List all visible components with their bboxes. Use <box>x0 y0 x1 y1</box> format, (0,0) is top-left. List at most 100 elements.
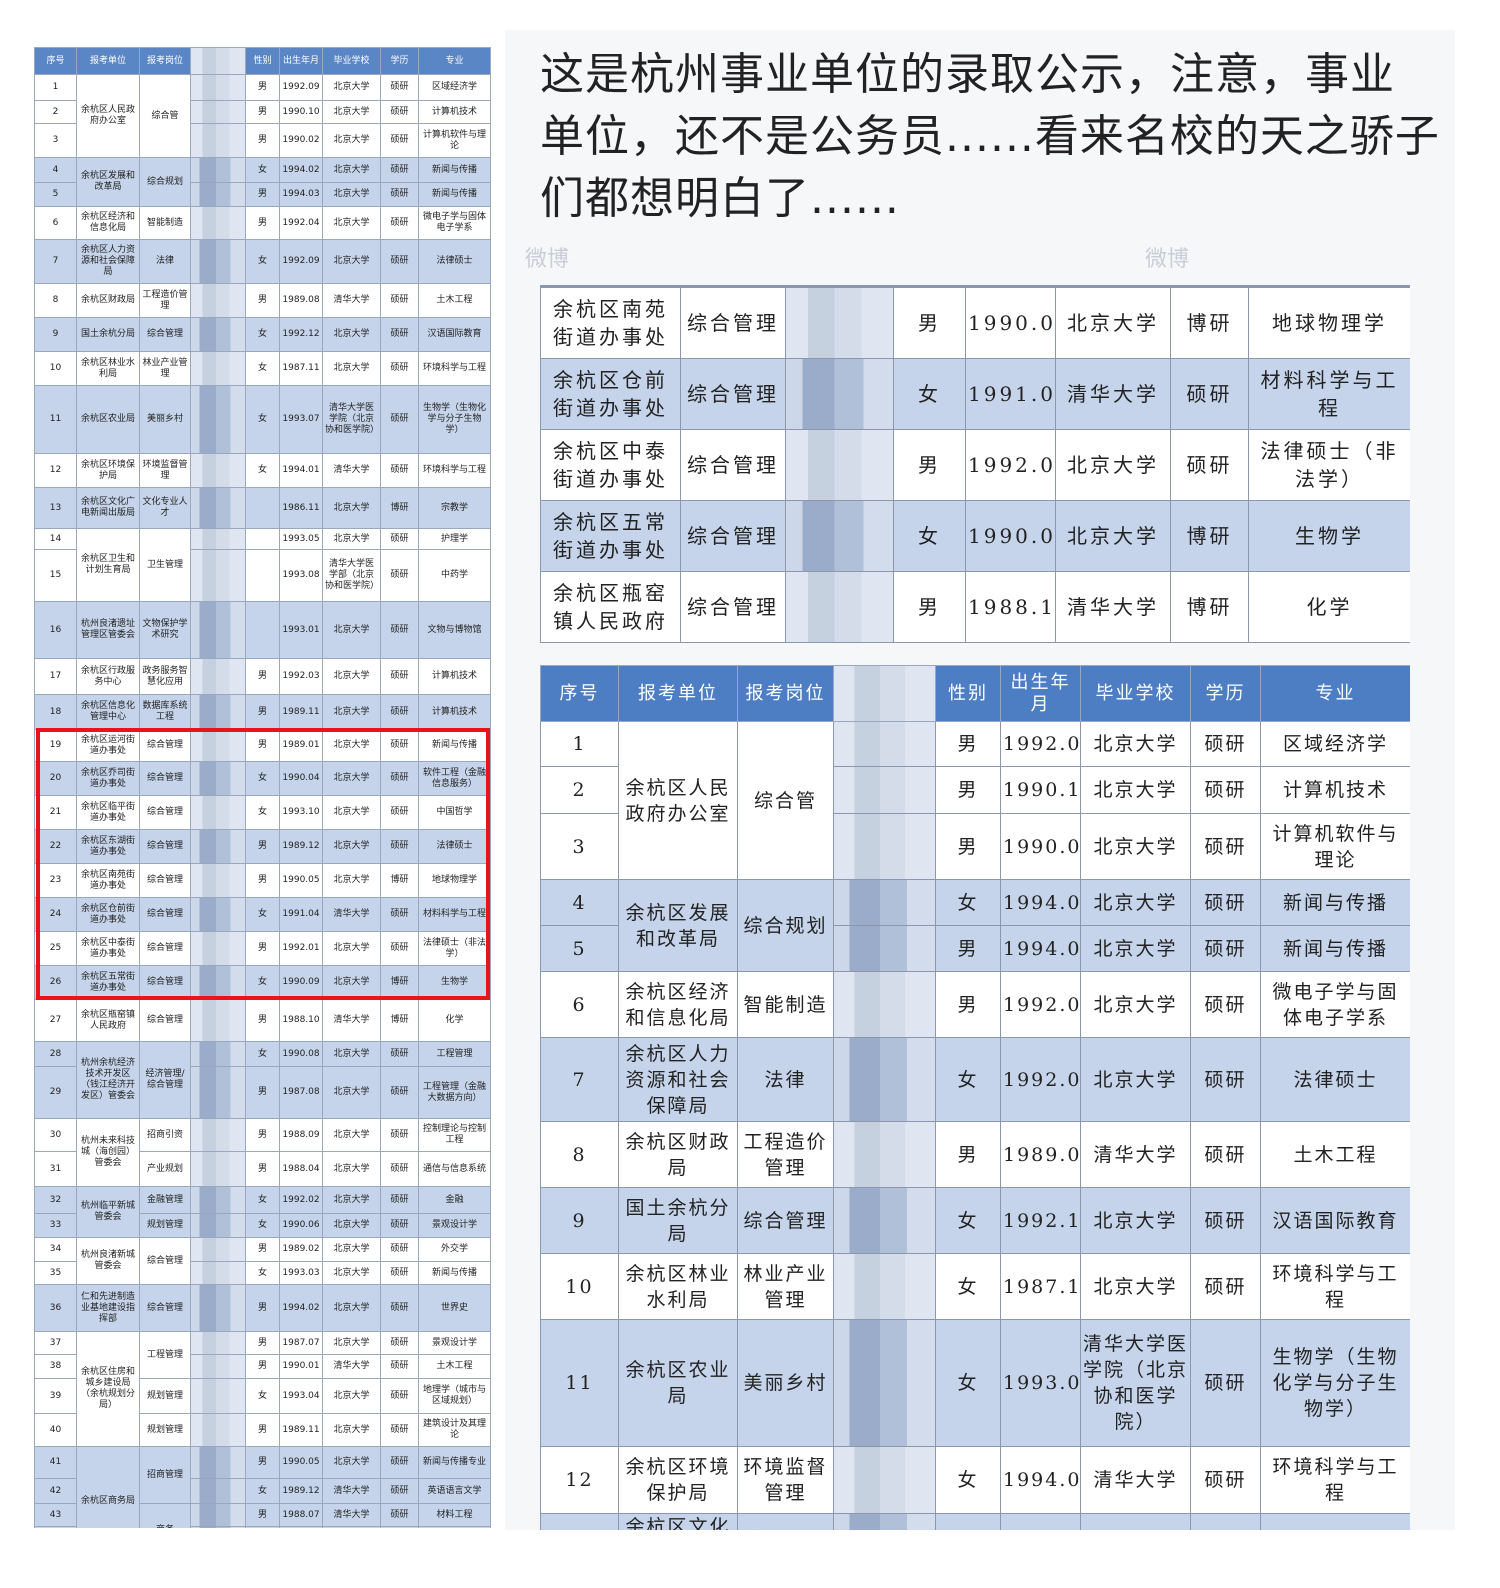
degree-cell: 硕研 <box>380 74 419 101</box>
table-row: 26 余杭区五常街道办事处 综合管理 女 1990.09 北京大学 博研 生物学 <box>34 965 490 1000</box>
post-cell: 综合管理 <box>139 863 191 898</box>
row-number: 37 <box>34 1331 77 1355</box>
table-row: 34 杭州良渚新城管委会 综合管理 男 1989.02 北京大学 硕研 外交学 <box>34 1237 490 1285</box>
school-cell: 北京大学 <box>322 123 381 158</box>
header-school: 毕业学校 <box>322 47 381 75</box>
unit-cell: 余杭区林业水利局 <box>76 351 140 386</box>
birth-cell <box>279 1526 323 1528</box>
degree-cell: 硕研 <box>1190 1446 1261 1514</box>
gender-cell: 女 <box>245 795 280 830</box>
row-number: 11 <box>34 385 77 454</box>
post-cell: 综合管理 <box>139 999 191 1042</box>
name-blurred <box>190 1261 246 1285</box>
birth-cell: 1993.07 <box>279 385 323 454</box>
name-blurred <box>190 317 246 352</box>
post-cell: 规划管理 <box>139 1213 191 1238</box>
school-cell: 北京大学 <box>322 157 381 183</box>
row-number: 7 <box>540 1037 619 1122</box>
post-cell: 卫生管理 <box>139 528 191 602</box>
gender-cell: 女 <box>935 1446 1001 1514</box>
school-cell: 清华大学 <box>322 453 381 488</box>
row-number: 3 <box>540 813 619 880</box>
row-number: 8 <box>34 283 77 318</box>
school-cell: 清华大学医学部（北京协和医学院） <box>322 549 381 602</box>
row-number: 2 <box>34 100 77 124</box>
name-blurred <box>190 897 246 932</box>
table-row: 41 余杭区商务局 招商管理男 1990.05 北京大学 硕研 新闻与传播专业 <box>34 1446 490 1528</box>
post-caption: 这是杭州事业单位的录取公示，注意，事业 单位，还不是公务员......看来名校的… <box>540 44 1440 230</box>
major-cell: 生物学 <box>1248 500 1410 572</box>
school-cell: 北京大学 <box>322 528 381 550</box>
header-major: 专业 <box>1260 665 1410 722</box>
school-cell: 北京大学 <box>322 1378 381 1414</box>
degree-cell: 硕研 <box>1190 813 1261 880</box>
name-blurred <box>190 601 246 659</box>
gender-cell: 女 <box>935 1037 1001 1122</box>
table-row: 32 杭州临平新城管委会 金融管理女 1992.02 北京大学 硕研 金融 <box>34 1186 490 1238</box>
major-cell: 法律硕士 <box>1260 1037 1410 1122</box>
degree-cell: 硕研 <box>1190 925 1261 972</box>
unit-cell: 余杭区人力资源和社会保障局 <box>618 1037 738 1122</box>
weibo-watermark-icon: 微博 <box>525 247 570 272</box>
gender-cell: 女 <box>245 239 280 284</box>
major-cell: 计算机软件与理论 <box>1260 813 1410 880</box>
major-cell: 土木工程 <box>418 1354 490 1379</box>
birth-cell: 1987.08 <box>279 1066 323 1119</box>
post-cell: 招商管理 <box>139 1446 191 1504</box>
school-cell: 北京大学 <box>322 658 381 695</box>
header-post: 报考岗位 <box>139 47 191 75</box>
degree-cell: 硕研 <box>1190 1253 1261 1320</box>
major-cell: 材料科学与工程 <box>1248 358 1410 430</box>
table-row: 15 1993.08 清华大学医学部（北京协和医学院） 硕研 中药学 <box>34 549 490 602</box>
school-cell: 北京大学 <box>322 601 381 659</box>
birth-cell: 1992.12 <box>1000 1187 1081 1254</box>
degree-cell: 硕研 <box>380 453 419 488</box>
post-cell: 林业产业管理 <box>139 351 191 386</box>
birth-cell: 1990.02 <box>1000 813 1081 880</box>
degree-cell: 硕研 <box>380 1261 419 1285</box>
header-degree: 学历 <box>380 47 419 75</box>
school-cell: 北京大学 <box>322 761 381 796</box>
birth-cell: 1992.04 <box>279 206 323 240</box>
row-number: 8 <box>540 1121 619 1188</box>
post-cell: 综合管理 <box>680 358 786 430</box>
name-blurred <box>190 829 246 864</box>
degree-cell: 硕研 <box>380 351 419 386</box>
school-cell: 北京大学 <box>322 1186 381 1214</box>
major-cell: 软件工程（金融信息服务） <box>418 761 490 796</box>
degree-cell: 硕研 <box>380 317 419 352</box>
name-blurred <box>190 283 246 318</box>
birth-cell: 1994.03 <box>1000 925 1081 972</box>
table-row: 14 余杭区卫生和计划生育局 卫生管理 1993.05 北京大学 硕研 护理学 <box>34 528 490 602</box>
name-blurred <box>833 1037 936 1122</box>
birth-cell: 1989.08 <box>1000 1121 1081 1188</box>
post-cell: 综合管理 <box>139 829 191 864</box>
degree-cell: 硕研 <box>1190 1037 1261 1122</box>
degree-cell: 博研 <box>1170 287 1249 359</box>
degree-cell: 硕研 <box>380 1066 419 1119</box>
table-row: 36 仁和先进制造业基地建设指挥部 综合管理 男 1994.02 北京大学 硕研 世界史 <box>34 1284 490 1332</box>
gender-cell: 男 <box>893 429 966 501</box>
name-blurred <box>190 206 246 240</box>
gender-cell: 男 <box>245 100 280 124</box>
row-number: 4 <box>540 879 619 926</box>
post-cell: 智能制造 <box>139 206 191 240</box>
name-blurred <box>190 1331 246 1355</box>
name-blurred <box>785 287 894 359</box>
school-cell: 北京大学 <box>322 487 381 529</box>
major-cell: 生物学（生物化学与分子生物学） <box>418 385 490 454</box>
gender-cell: 男 <box>893 571 966 643</box>
gender-cell: 男 <box>935 971 1001 1038</box>
birth-cell: 1988.07 <box>279 1503 323 1527</box>
row-number: 30 <box>34 1118 77 1152</box>
unit-cell: 余杭区财政局 <box>618 1121 738 1188</box>
gender-cell <box>245 528 280 550</box>
gender-cell: 男 <box>245 829 280 864</box>
degree-cell: 硕研 <box>380 182 419 207</box>
major-cell: 土木工程 <box>1260 1121 1410 1188</box>
name-blurred <box>190 1151 246 1187</box>
gender-cell: 男 <box>245 1331 280 1355</box>
